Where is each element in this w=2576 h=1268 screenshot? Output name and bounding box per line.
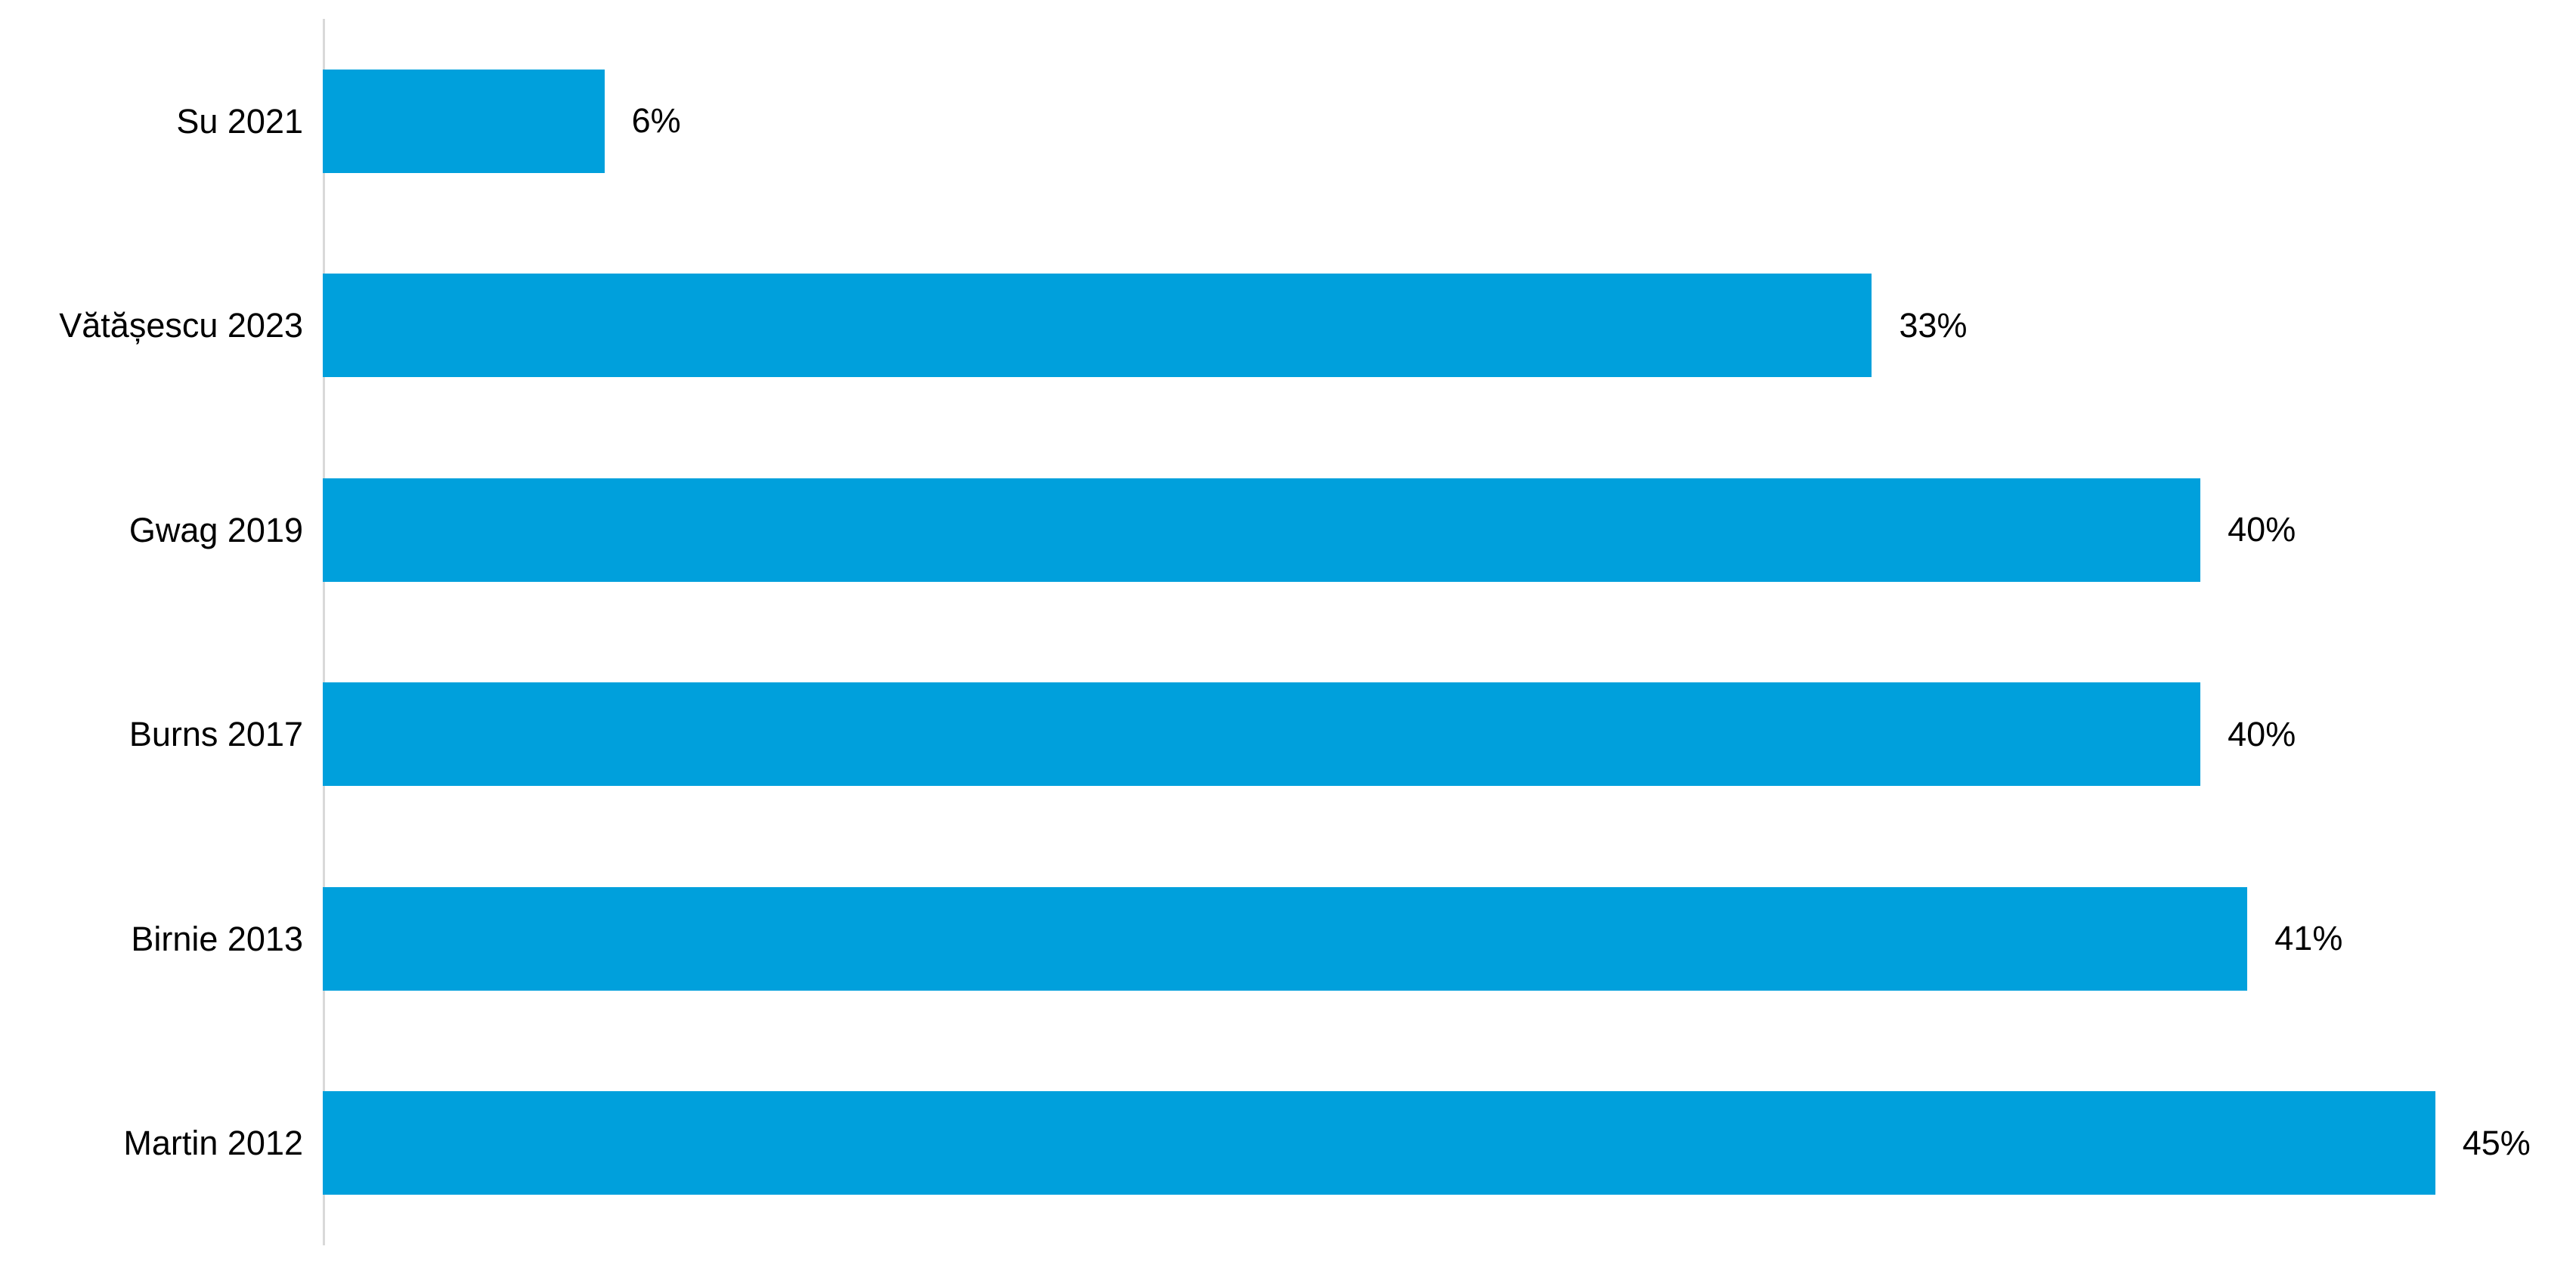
bar-row: Su 2021 6%: [0, 19, 2576, 224]
plot-area: Su 2021 6% Vătășescu 2023 33% Gwag 2019 …: [0, 19, 2576, 1245]
category-label: Martin 2012: [123, 1124, 303, 1162]
value-label: 40%: [2228, 510, 2296, 549]
bar: [323, 69, 605, 173]
bar-row: Burns 2017 40%: [0, 632, 2576, 837]
plot-cell: 6%: [323, 19, 2576, 224]
bar-row: Martin 2012 45%: [0, 1041, 2576, 1246]
category-label: Vătășescu 2023: [59, 306, 303, 345]
category-label: Gwag 2019: [128, 510, 303, 549]
bar-row: Gwag 2019 40%: [0, 428, 2576, 632]
bar: [323, 478, 2201, 582]
plot-cell: 41%: [323, 837, 2576, 1041]
value-label: 33%: [1899, 305, 1968, 345]
category-label: Su 2021: [176, 101, 303, 141]
bar: [323, 886, 2248, 991]
value-label: 41%: [2274, 919, 2343, 958]
y-axis-line: [323, 19, 325, 1245]
value-label: 45%: [2462, 1123, 2531, 1162]
plot-cell: 40%: [323, 632, 2576, 837]
category-label: Burns 2017: [128, 715, 303, 753]
bar: [323, 1091, 2435, 1195]
plot-cell: 45%: [323, 1041, 2576, 1246]
bar-row: Vătășescu 2023 33%: [0, 224, 2576, 428]
plot-cell: 33%: [323, 224, 2576, 428]
bar: [323, 274, 1872, 378]
plot-cell: 40%: [323, 428, 2576, 632]
category-label: Birnie 2013: [131, 919, 303, 958]
bar-row: Birnie 2013 41%: [0, 837, 2576, 1041]
bar: [323, 682, 2201, 787]
value-label: 6%: [631, 101, 681, 141]
value-label: 40%: [2228, 714, 2296, 753]
